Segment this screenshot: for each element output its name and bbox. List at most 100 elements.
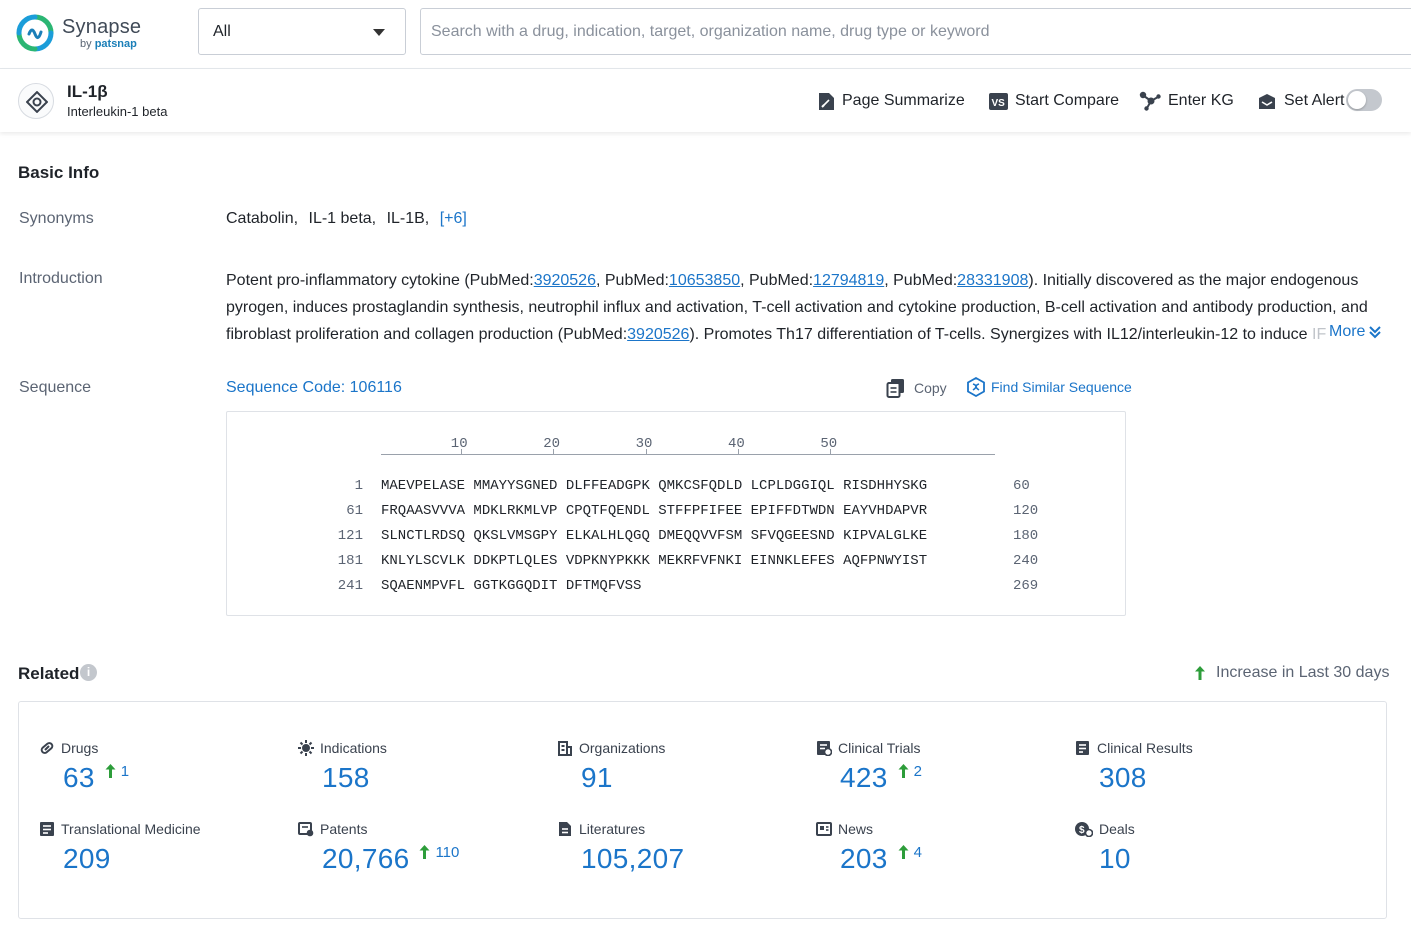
stat-value[interactable]: 10	[1099, 843, 1131, 875]
stat-increase-value: 4	[914, 844, 922, 861]
target-header: IL-1β Interleukin-1 beta Page Summarize …	[0, 69, 1411, 132]
clinical-results-icon	[1075, 740, 1091, 756]
search-input[interactable]	[420, 8, 1411, 55]
sequence-end-index: 240	[1013, 553, 1038, 569]
sequence-start-index: 241	[227, 578, 363, 594]
stat-organizations[interactable]: Organizations91	[557, 740, 807, 810]
stat-value[interactable]: 423	[840, 762, 888, 794]
sequence-end-index: 269	[1013, 578, 1038, 594]
stat-value[interactable]: 20,766	[322, 843, 409, 875]
sequence-start-index: 121	[227, 528, 363, 544]
sequence-residues: KNLYLSCVLK DDKPTLQLES VDPKNYPKKK MEKRFVF…	[381, 553, 927, 569]
sequence-ruler	[381, 454, 995, 455]
start-compare-button[interactable]: VS Start Compare	[989, 89, 1119, 113]
stat-value[interactable]: 203	[840, 843, 888, 875]
double-chevron-down-icon	[1368, 325, 1382, 339]
pubmed-link[interactable]: 28331908	[957, 272, 1028, 289]
stat-header: $ Deals	[1075, 821, 1135, 837]
sequence-label: Sequence	[19, 379, 91, 397]
stat-label: Deals	[1099, 821, 1135, 837]
stat-header: Patents	[298, 821, 367, 837]
top-bar: Synapse by patsnap All	[0, 0, 1411, 69]
set-alert-button[interactable]: Set Alert	[1258, 89, 1344, 113]
intro-more-button[interactable]: More	[1327, 323, 1382, 341]
deals-icon: $	[1075, 821, 1093, 837]
sequence-residues: FRQAASVVVA MDKLRKMLVP CPQTFQENDL STFFPFI…	[381, 503, 927, 519]
copy-icon	[886, 378, 906, 398]
copy-sequence-button[interactable]: Copy	[886, 378, 947, 398]
stat-clinical-trials[interactable]: Clinical Trials 423	[816, 740, 1066, 810]
organizations-icon	[557, 740, 573, 756]
enter-kg-button[interactable]: Enter KG	[1139, 89, 1234, 113]
increase-arrow-icon	[898, 763, 909, 779]
stat-increase-value: 1	[121, 763, 129, 780]
synonyms-more-link[interactable]: [+6]	[440, 210, 467, 227]
stat-value[interactable]: 105,207	[581, 843, 684, 875]
stat-increase: 2	[898, 763, 922, 780]
pubmed-link[interactable]: 3920526	[534, 272, 596, 289]
sequence-residues: MAEVPELASE MMAYYSGNED DLFFEADGPK QMKCSFQ…	[381, 478, 927, 494]
ruler-tick	[553, 449, 554, 455]
stat-label: Translational Medicine	[61, 821, 201, 837]
stat-news[interactable]: News 203	[816, 821, 1066, 891]
search-scope-select[interactable]: All	[198, 8, 406, 55]
increase-arrow-icon	[419, 844, 430, 860]
sequence-end-index: 60	[1013, 478, 1030, 494]
compare-icon: VS	[989, 93, 1008, 110]
page-summarize-button[interactable]: Page Summarize	[818, 89, 965, 113]
find-similar-label: Find Similar Sequence	[991, 379, 1132, 395]
stat-value[interactable]: 63	[63, 762, 95, 794]
pubmed-link[interactable]: 12794819	[813, 272, 884, 289]
patents-icon	[298, 821, 314, 837]
stat-indications[interactable]: Indications 158	[298, 740, 548, 810]
find-similar-sequence-button[interactable]: Find Similar Sequence	[966, 377, 1132, 397]
stat-increase: 1	[105, 763, 129, 780]
stat-header: Indications	[298, 740, 387, 756]
increase-arrow-icon	[105, 763, 116, 779]
knowledge-graph-icon	[1139, 91, 1161, 111]
ruler-tick	[461, 449, 462, 455]
sequence-viewer: 1020304050 1MAEVPELASE MMAYYSGNED DLFFEA…	[226, 411, 1126, 616]
stat-drugs[interactable]: Drugs 63	[39, 740, 289, 810]
stat-translational-medicine[interactable]: Translational Medicine 209	[39, 821, 289, 891]
pubmed-link[interactable]: 3920526	[627, 326, 689, 343]
stat-header: News	[816, 821, 873, 837]
clinical-trials-icon	[816, 740, 832, 756]
ruler-tick	[830, 449, 831, 455]
stat-deals[interactable]: $ Deals 10	[1075, 821, 1325, 891]
stat-header: Clinical Trials	[816, 740, 920, 756]
sequence-residues: SLNCTLRDSQ QKSLVMSGPY ELKALHLQGQ DMEQQVV…	[381, 528, 927, 544]
similar-sequence-icon	[966, 377, 986, 397]
ruler-number: 20	[543, 436, 560, 452]
stat-literatures[interactable]: Literatures 105,207	[557, 821, 807, 891]
stat-label: News	[838, 821, 873, 837]
pubmed-link[interactable]: 10653850	[669, 272, 740, 289]
increase-legend: Increase in Last 30 days	[1194, 664, 1389, 682]
stat-label: Clinical Trials	[838, 740, 920, 756]
translational-medicine-icon	[39, 821, 55, 837]
caret-down-icon	[373, 29, 385, 36]
intro-line: pyrogen, induces prostaglandin synthesis…	[226, 294, 1388, 321]
stat-value[interactable]: 91	[581, 762, 613, 794]
target-full-name: Interleukin-1 beta	[67, 104, 167, 119]
ruler-number: 50	[820, 436, 837, 452]
ruler-number: 40	[728, 436, 745, 452]
stat-increase: 110	[419, 844, 459, 861]
svg-text:$: $	[1079, 825, 1085, 836]
intro-line: Potent pro-inflammatory cytokine (PubMed…	[226, 267, 1388, 294]
synonym-item: Catabolin,	[226, 210, 298, 227]
stat-value[interactable]: 158	[322, 762, 370, 794]
info-icon[interactable]: i	[80, 664, 97, 681]
sequence-code-link[interactable]: Sequence Code: 106116	[226, 379, 402, 397]
ruler-number: 10	[451, 436, 468, 452]
stat-clinical-results[interactable]: Clinical Results308	[1075, 740, 1325, 810]
stat-value[interactable]: 209	[63, 843, 111, 875]
stat-label: Drugs	[61, 740, 98, 756]
literatures-icon	[557, 821, 573, 837]
introduction-label: Introduction	[19, 270, 103, 288]
alert-toggle[interactable]	[1346, 89, 1382, 111]
brand-by: by patsnap	[80, 38, 137, 50]
stat-value[interactable]: 308	[1099, 762, 1147, 794]
stat-header: Literatures	[557, 821, 645, 837]
synapse-logo[interactable]: Synapse by patsnap	[16, 14, 146, 54]
